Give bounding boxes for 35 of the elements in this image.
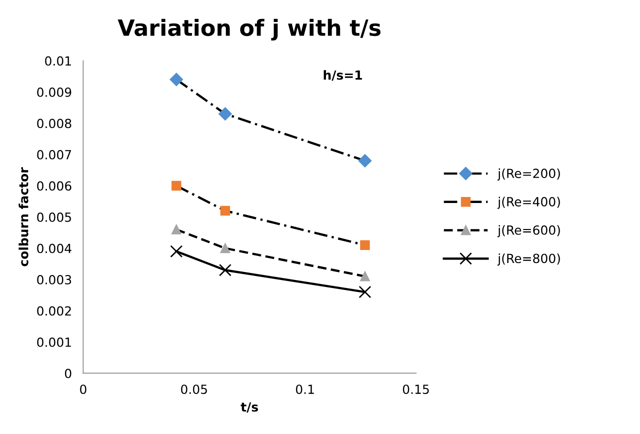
y-tick-label: 0.005 — [37, 212, 71, 222]
point — [220, 243, 230, 254]
y-tick-label: 0.01 — [45, 56, 71, 66]
point — [360, 240, 370, 250]
point — [358, 154, 372, 168]
point — [360, 272, 370, 282]
legend-label: j(Re=400) — [497, 196, 560, 209]
y-tick-label: 0 — [64, 368, 72, 378]
annotation: h/s=1 — [324, 70, 362, 81]
y-tick-label: 0.004 — [37, 244, 72, 254]
y-axis-title: colburn factor — [18, 167, 28, 266]
y-tick-label: 0.006 — [37, 181, 72, 191]
y-tick-label: 0.008 — [37, 118, 72, 128]
y-tick-label: 0.002 — [37, 306, 71, 316]
y-tick-label: 0.003 — [37, 274, 72, 284]
x-tick-label: 0.1 — [296, 384, 314, 394]
x-tick-label: 0 — [80, 384, 86, 394]
point — [218, 107, 232, 120]
point — [218, 264, 232, 276]
legend-label: j(Re=800) — [497, 253, 560, 266]
y-tick-label: 0.001 — [37, 337, 71, 347]
x-axis-title: t/s — [240, 402, 258, 413]
y-tick-label: 0.007 — [37, 150, 72, 160]
point — [170, 72, 183, 86]
legend-label: j(Re=600) — [497, 225, 560, 238]
point — [172, 224, 182, 234]
point — [220, 206, 230, 216]
legend-label: j(Re=200) — [497, 168, 560, 181]
point — [358, 286, 372, 298]
y-tick-label: 0.009 — [37, 87, 72, 97]
x-tick-label: 0.05 — [181, 384, 207, 394]
x-tick-label: 0.15 — [402, 384, 429, 394]
chart-title: Variation of j with t/s — [118, 18, 381, 41]
point — [170, 245, 183, 258]
point — [172, 180, 182, 191]
